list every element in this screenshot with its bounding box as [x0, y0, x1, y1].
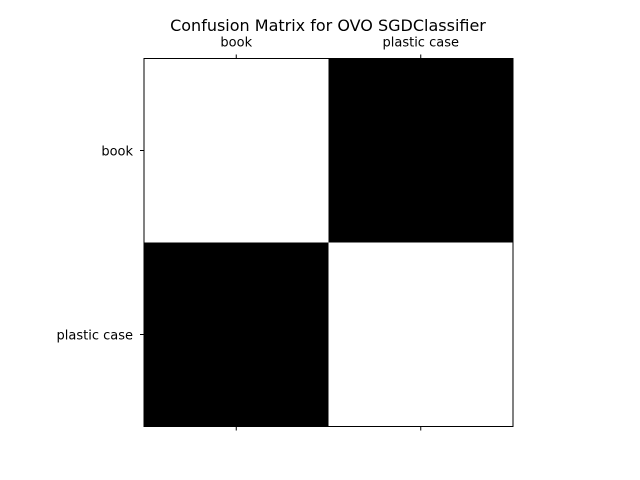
heatmap-cell-r1-c0	[144, 242, 329, 427]
axis-tick-labels: book plastic case book plastic case	[57, 36, 459, 344]
x-tick-label-0: book	[220, 36, 252, 51]
x-tick-label-1: plastic case	[383, 36, 459, 51]
heatmap-cell-r0-c1	[328, 58, 514, 243]
chart-title: Confusion Matrix for OVO SGDClassifier	[170, 16, 486, 35]
y-tick-label-0: book	[101, 145, 133, 160]
axis-ticks	[140, 54, 422, 431]
heatmap-cells	[144, 58, 514, 427]
heatmap-cell-r1-c1	[328, 242, 514, 427]
y-tick-label-1: plastic case	[57, 329, 133, 344]
heatmap-cell-r0-c0	[144, 58, 329, 243]
axes-frame	[143, 58, 514, 427]
